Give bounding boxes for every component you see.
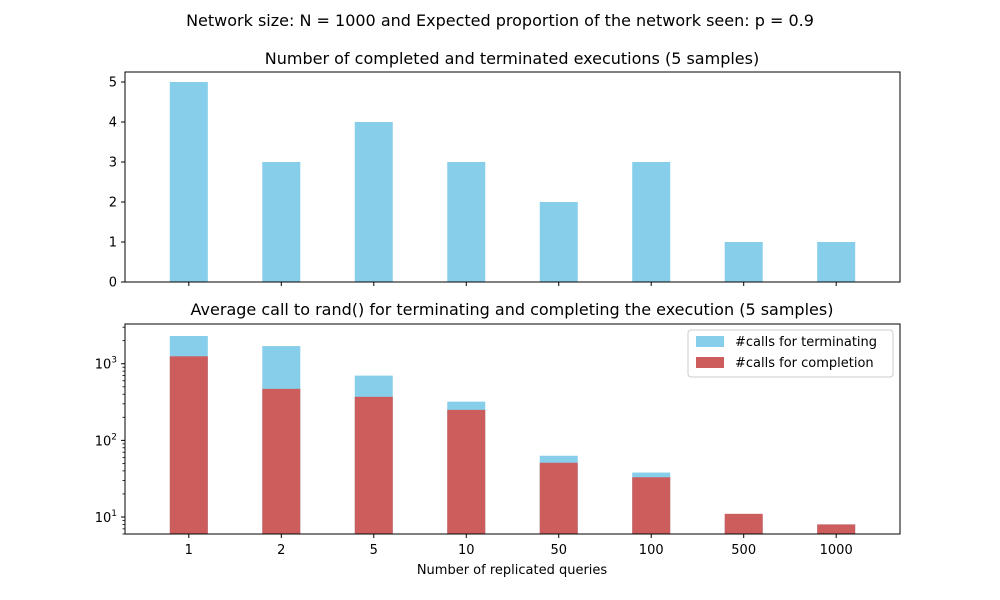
plot-frame: [124, 71, 901, 283]
bar-5: [354, 122, 393, 282]
x-tick-label: 1000: [820, 543, 853, 558]
y-tick-label: 102: [95, 432, 117, 449]
x-axis-ticks: 1 2 5 10 50 100 500 1000: [185, 534, 853, 558]
x-tick-label: 1: [185, 543, 193, 558]
x-tick-label: 2: [277, 543, 285, 558]
y-axis-ticks: 0 1 2 3 4 5: [109, 76, 125, 291]
x-tick-label: 10: [458, 543, 475, 558]
bar-completion-5: [354, 396, 393, 534]
legend-box: [687, 329, 894, 378]
bar-completion-1: [169, 356, 208, 534]
x-axis-ticks: [188, 282, 837, 286]
y-tick-label: 1: [109, 236, 117, 251]
bars-group: [169, 82, 856, 282]
bar-completion-1000: [817, 524, 856, 534]
x-tick-label: 100: [639, 543, 664, 558]
chart-title: Number of completed and terminated execu…: [265, 49, 759, 68]
bar-completion-2: [262, 388, 301, 534]
bar-completion-100: [632, 477, 671, 534]
bar-chart-average-calls: Average call to rand() for terminating a…: [95, 300, 901, 578]
bars-group: [169, 336, 856, 534]
legend-label-terminating: #calls for terminating: [735, 335, 877, 350]
legend: #calls for terminating #calls for comple…: [687, 329, 894, 378]
x-axis-label: Number of replicated queries: [417, 563, 608, 578]
y-tick-label: 5: [109, 76, 117, 91]
y-tick-label: 0: [109, 276, 117, 291]
y-tick-label: 101: [95, 509, 117, 526]
plot-frame: [124, 323, 901, 535]
x-tick-label: 500: [731, 543, 756, 558]
y-tick-label: 103: [95, 356, 117, 373]
x-tick-label: 50: [550, 543, 567, 558]
y-tick-label: 2: [109, 196, 117, 211]
bar-1: [169, 82, 208, 282]
bar-2: [262, 162, 301, 282]
bar-100: [632, 162, 671, 282]
y-axis-ticks: 101 102 103: [95, 326, 125, 535]
figure-suptitle: Network size: N = 1000 and Expected prop…: [186, 11, 814, 30]
bar-1000: [817, 242, 856, 282]
x-tick-label: 5: [370, 543, 378, 558]
legend-swatch-completion: [696, 357, 724, 368]
bar-completion-50: [539, 462, 578, 534]
bar-completion-500: [724, 513, 763, 534]
bar-50: [539, 202, 578, 282]
legend-label-completion: #calls for completion: [735, 356, 874, 371]
bar-completion-10: [447, 409, 486, 534]
bar-chart-completed-terminated: Number of completed and terminated execu…: [109, 49, 901, 291]
legend-swatch-terminating: [696, 336, 724, 347]
y-tick-label: 3: [109, 156, 117, 171]
y-tick-label: 4: [109, 116, 117, 131]
bar-10: [447, 162, 486, 282]
chart-title: Average call to rand() for terminating a…: [191, 300, 834, 319]
bar-500: [724, 242, 763, 282]
